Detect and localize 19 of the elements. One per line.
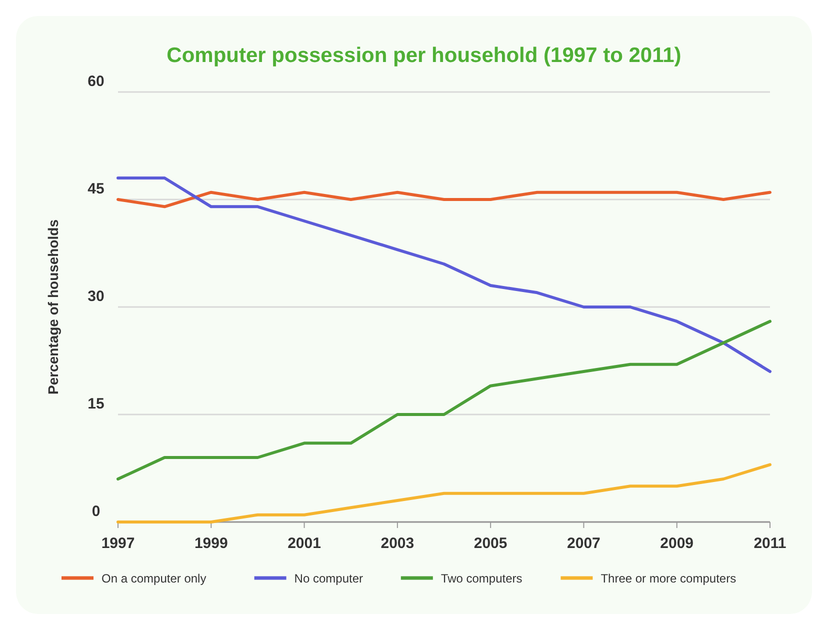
- x-tick-label: 2007: [567, 535, 600, 552]
- y-tick-label: 45: [88, 180, 104, 198]
- y-tick-label: 30: [88, 288, 104, 305]
- x-tick-label: 2003: [380, 535, 414, 552]
- x-tick-label: 2011: [754, 535, 786, 552]
- x-tick-label: 2009: [660, 535, 694, 552]
- chart-title: Computer possession per household (1997 to 2011): [166, 44, 682, 67]
- x-tick-label: 2005: [474, 535, 508, 552]
- legend-label: Three or more computers: [600, 572, 736, 586]
- x-tick-label: 1999: [194, 535, 228, 552]
- x-tick-label: 2001: [288, 535, 321, 552]
- y-tick-label: 15: [88, 396, 104, 412]
- legend-label: On a computer only: [102, 572, 206, 586]
- legend-label: No computer: [294, 572, 364, 586]
- y-tick-label: 60: [88, 73, 104, 90]
- x-tick-label: 1997: [101, 535, 135, 552]
- y-axis-title: Percentage of households: [45, 219, 61, 395]
- y-tick-label: 0: [92, 503, 100, 520]
- legend-label: Two computers: [440, 572, 522, 586]
